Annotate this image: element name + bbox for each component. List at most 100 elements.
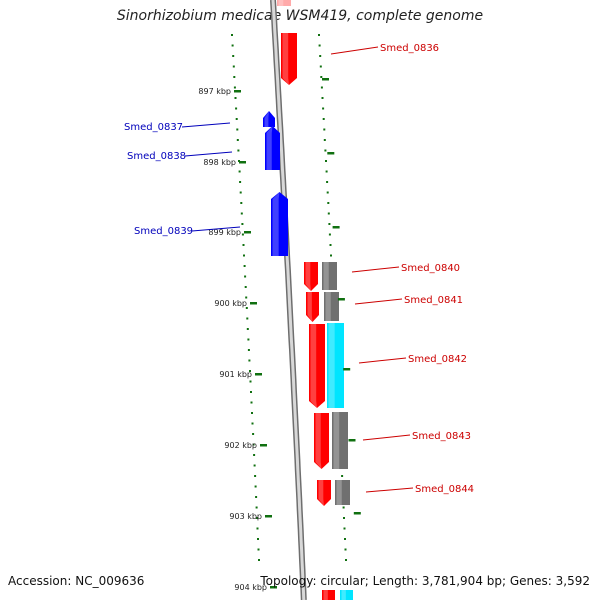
gene-label-smed-0840[interactable]: Smed_0840 [401, 263, 460, 274]
ring-dot-inner [255, 506, 258, 509]
ring-dot-outer [328, 223, 331, 225]
ring-dot-outer [343, 527, 346, 530]
feature-0842-cyan [327, 323, 344, 408]
ring-dot-inner [251, 412, 253, 414]
gene-label-smed-0836[interactable]: Smed_0836 [380, 43, 439, 54]
gene-leader-line [330, 46, 379, 55]
gene-label-smed-0837[interactable]: Smed_0837 [124, 122, 183, 133]
ring-dot-inner [241, 223, 244, 225]
ring-dot-inner [233, 76, 236, 78]
ring-dot-inner [240, 202, 243, 204]
feature-partial-bottom-cyan [340, 590, 353, 600]
scale-tick-mark [260, 444, 267, 447]
ring-dot-outer [343, 517, 345, 519]
ring-dot-inner [251, 422, 254, 425]
ring-dot-inner [232, 55, 235, 57]
cds-smed-0844 [317, 480, 331, 506]
feature-0844-gray [335, 480, 350, 505]
feature-track [263, 0, 353, 600]
ring-dot-outer [327, 202, 330, 204]
gene-leader-line [351, 266, 400, 273]
cds-smed-0840 [304, 262, 318, 291]
ring-dot-inner [255, 496, 258, 498]
outer-tick-mark [343, 368, 351, 371]
gene-label-smed-0838[interactable]: Smed_0838 [127, 151, 186, 162]
ring-dot-inner [239, 181, 242, 183]
ring-dot-inner [237, 149, 240, 152]
scale-tick-mark [270, 586, 277, 589]
ring-dot-outer [341, 475, 344, 477]
ring-dot-inner [244, 286, 247, 288]
gene-label-smed-0839[interactable]: Smed_0839 [134, 226, 193, 237]
ring-dot-outer [319, 55, 322, 57]
ring-dot-outer [330, 254, 332, 257]
cds-smed-0836 [281, 33, 297, 85]
ring-dot-inner [246, 328, 249, 330]
scale-tick-label: 902 kbp [224, 441, 257, 450]
cds-smed-0839 [271, 192, 288, 256]
ring-dot-inner [253, 464, 256, 467]
cds-smed-0838 [265, 126, 280, 170]
ring-dot-outer [318, 34, 320, 36]
outer-tick-mark [332, 226, 340, 229]
gene-label-smed-0842[interactable]: Smed_0842 [408, 354, 467, 365]
cds-smed-0841 [306, 292, 319, 322]
ring-dot-inner [256, 527, 259, 530]
scale-tick-mark [250, 302, 257, 305]
ring-dot-outer [322, 118, 325, 120]
genome-summary: Topology: circular; Length: 3,781,904 bp… [260, 574, 590, 588]
scale-tick-mark [239, 161, 246, 164]
ring-dot-outer [321, 97, 324, 99]
gene-leader-line [191, 226, 241, 232]
ring-dot-outer [344, 548, 347, 551]
cds-smed-0842 [309, 324, 325, 408]
ring-dot-inner [240, 212, 243, 215]
ring-dot-outer [319, 65, 322, 68]
scale-tick-label: 897 kbp [198, 87, 231, 96]
ring-dot-outer [329, 244, 332, 246]
ring-dot-inner [242, 244, 245, 246]
outer-tick-mark [353, 512, 361, 515]
ring-dot-outer [323, 128, 326, 131]
gene-label-smed-0843[interactable]: Smed_0843 [412, 431, 471, 442]
feature-0843-gray [332, 412, 348, 469]
scale-tick-label: 898 kbp [203, 158, 236, 167]
ring-dot-outer [322, 107, 325, 110]
ring-dot-inner [235, 107, 238, 110]
ring-dot-inner [241, 233, 244, 236]
ring-dot-inner [253, 454, 256, 456]
cds-smed-0837 [263, 111, 275, 127]
ring-dot-outer [320, 86, 323, 89]
gene-label-smed-0841[interactable]: Smed_0841 [404, 295, 463, 306]
ring-dot-inner [236, 139, 239, 141]
ring-dot-inner [244, 275, 247, 278]
gene-labels: Smed_0836 Smed_0837 Smed_0838 Smed_0839 Smed… [124, 43, 474, 495]
scale-tick-mark [255, 373, 262, 376]
ring-dot-inner [250, 401, 253, 404]
gene-leader-line [354, 298, 403, 305]
cds-smed-0843 [314, 413, 329, 469]
ring-dot-inner [233, 86, 236, 89]
outer-tick-mark [348, 439, 356, 442]
genome-backbone [270, 0, 307, 600]
ring-dot-inner [249, 380, 252, 383]
ring-dot-inner [246, 317, 249, 320]
feature-partial-bottom-red [322, 590, 335, 600]
ring-dot-inner [252, 443, 255, 446]
gene-leader-line [358, 357, 407, 364]
ring-dot-inner [231, 44, 234, 47]
ring-dot-outer [320, 76, 323, 78]
ring-dot-outer [327, 212, 330, 215]
scale-tick-mark [265, 515, 272, 518]
gene-leader-line [184, 151, 233, 157]
ring-dot-inner [248, 359, 251, 362]
ring-dot-outer [325, 170, 328, 173]
map-title: Sinorhizobium medicae WSM419, complete g… [116, 8, 484, 24]
gene-leader-line [365, 487, 414, 493]
gene-label-smed-0844[interactable]: Smed_0844 [415, 484, 474, 495]
ring-dot-outer [325, 160, 327, 162]
backbone-line [271, 0, 306, 600]
outer-tick-mark [327, 152, 335, 155]
gene-leader-line [181, 122, 231, 128]
